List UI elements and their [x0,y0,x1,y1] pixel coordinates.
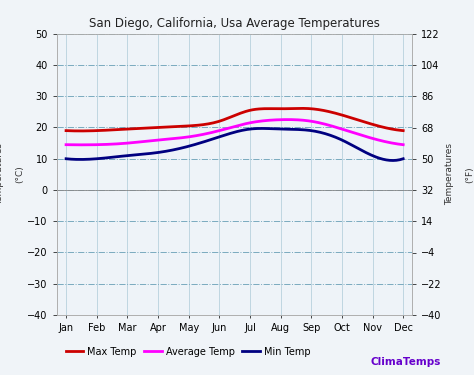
Min Temp [63,156,69,161]
Min Temp [258,126,264,131]
Min Temp [153,150,159,155]
Max Temp [401,128,406,133]
Average Temp [387,140,392,145]
Min Temp [83,157,89,162]
Average Temp [63,142,69,147]
Max Temp [63,128,69,133]
Max Temp [375,124,381,128]
Max Temp [79,129,84,133]
Legend: Max Temp, Average Temp, Min Temp: Max Temp, Average Temp, Min Temp [62,343,314,361]
Line: Average Temp: Average Temp [66,120,403,145]
Average Temp [77,142,82,147]
Min Temp [390,158,396,163]
Average Temp [128,141,133,145]
Average Temp [285,117,291,122]
Average Temp [80,142,86,147]
Line: Max Temp: Max Temp [66,108,403,131]
Average Temp [85,142,91,147]
Y-axis label: Temperatures

(°F): Temperatures (°F) [445,143,474,206]
Max Temp [387,126,392,131]
Average Temp [155,138,160,142]
Line: Min Temp: Min Temp [66,129,403,160]
Average Temp [401,142,406,147]
Max Temp [155,125,160,130]
Y-axis label: Temperatures

(°C): Temperatures (°C) [0,143,25,206]
Max Temp [128,127,133,131]
Min Temp [385,158,391,162]
Max Temp [299,106,304,111]
Average Temp [375,138,381,142]
Title: San Diego, California, Usa Average Temperatures: San Diego, California, Usa Average Tempe… [89,17,380,30]
Min Temp [77,157,82,162]
Max Temp [85,129,91,133]
Min Temp [401,156,406,161]
Min Temp [126,153,132,158]
Text: ClimaTemps: ClimaTemps [371,357,441,367]
Max Temp [77,129,82,133]
Min Temp [373,155,379,159]
